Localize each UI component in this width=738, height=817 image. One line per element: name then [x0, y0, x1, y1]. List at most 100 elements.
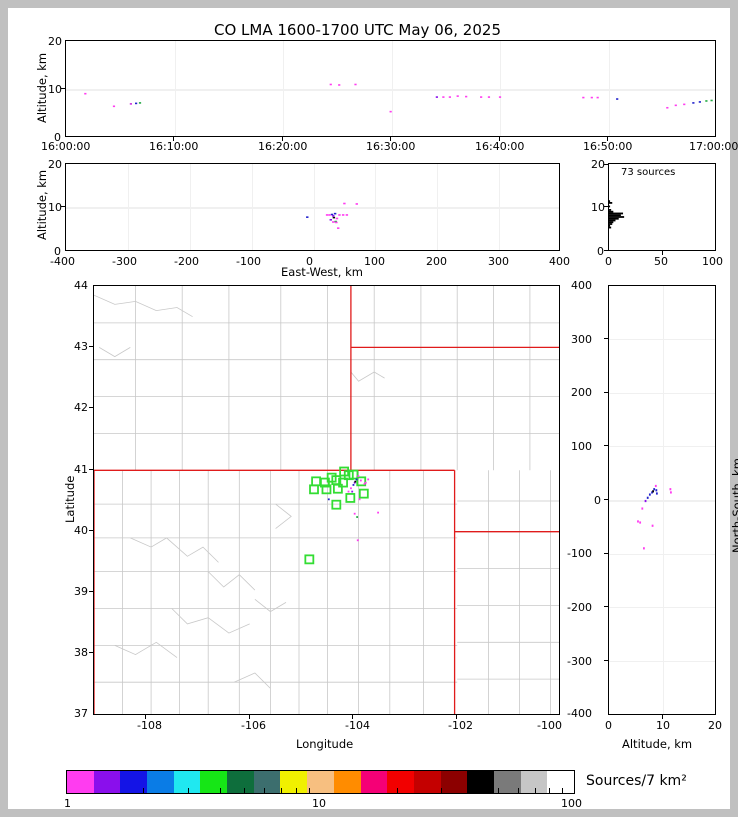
colorbar-minor-tick — [264, 788, 266, 793]
th-ytick-mark-10 — [61, 88, 65, 89]
map-ytick-39: 39 — [74, 585, 88, 598]
ns-xtick-10: 10 — [656, 719, 670, 732]
cbar-ticklabel-10: 10 — [312, 797, 326, 810]
ew-xtick-0: -400 — [50, 255, 75, 268]
colorbar-segment — [67, 771, 94, 793]
map-panel[interactable] — [93, 285, 560, 715]
cbar-label: Sources/7 km² — [586, 773, 687, 789]
ns-ytick-m200: -200 — [567, 601, 592, 614]
ns-ytick-mark-m200 — [604, 606, 608, 607]
hist-ytick-0: 0 — [597, 245, 604, 258]
ns-ytick-mark-200 — [604, 392, 608, 393]
th-xtick-5: 16:50:00 — [583, 140, 633, 153]
east-west-height-panel[interactable] — [65, 163, 560, 251]
ns-ylabel: North-South, km — [730, 458, 738, 553]
th-xtick-6: 17:00:00 — [689, 140, 738, 153]
colorbar-segment — [467, 771, 494, 793]
ns-gridline-100 — [609, 446, 715, 447]
ns-ytick-m400: -400 — [567, 707, 592, 720]
map-ytick-mark-42 — [89, 407, 93, 408]
th-ytick-10: 10 — [48, 83, 62, 96]
gridline-t3 — [391, 41, 393, 136]
ew-gridline-x5 — [375, 164, 377, 250]
ew-xtick-8: 400 — [549, 255, 570, 268]
th-xtick-0: 16:00:00 — [41, 140, 91, 153]
time-height-panel[interactable] — [65, 40, 716, 137]
th-xtick-mark-3 — [390, 137, 391, 141]
map-ytick-37: 37 — [74, 707, 88, 720]
colorbar-segment — [440, 771, 468, 793]
map-geography — [94, 286, 559, 714]
ew-gridline-x3 — [251, 164, 253, 250]
ew-gridline-x6 — [437, 164, 439, 250]
colorbar-minor-tick — [187, 788, 189, 793]
hist-ytick-mark-20 — [604, 164, 608, 165]
ns-ytick-0: 0 — [594, 494, 601, 507]
hist-xtick-mark-50 — [662, 251, 663, 255]
hist-ytick-mark-10 — [604, 206, 608, 207]
ew-ytick-0: 0 — [54, 245, 61, 258]
colorbar-segment — [547, 771, 574, 793]
colorbar-segment — [360, 771, 388, 793]
colorbar-segment — [307, 771, 334, 793]
colorbar-minor-tick — [517, 788, 519, 793]
ew-ytick-mark-10 — [61, 206, 65, 207]
hist-ytick-mark-0 — [604, 250, 608, 251]
colorbar-segment — [200, 771, 228, 793]
ns-xtick-20: 20 — [708, 719, 722, 732]
colorbar-segment — [413, 771, 441, 793]
density-colorbar[interactable] — [66, 770, 575, 794]
cbar-ticklabel-1: 1 — [64, 797, 71, 810]
ew-xtick-5: 100 — [364, 255, 385, 268]
colorbar-minor-tick — [497, 788, 499, 793]
gridline-t1 — [174, 41, 176, 136]
colorbar-minor-tick — [396, 788, 398, 793]
ns-ytick-200: 200 — [571, 386, 592, 399]
gridline-t2 — [283, 41, 284, 136]
map-xtick-mark-104 — [352, 715, 353, 719]
ns-gridline-x10 — [663, 286, 664, 714]
colorbar-segment — [147, 771, 174, 793]
hist-xtick-50: 50 — [654, 255, 668, 268]
ns-ytick-mark-0 — [604, 499, 608, 500]
colorbar-segment — [253, 771, 281, 793]
north-south-altitude-panel[interactable] — [608, 285, 716, 715]
north-south-altitude-scatter — [637, 484, 672, 550]
gridline-alt-10 — [66, 89, 715, 91]
lma-figure: CO LMA 1600-1700 UTC May 06, 2025 20 10 … — [8, 8, 738, 810]
map-xtick-102: -102 — [448, 719, 473, 732]
ns-gridline-200 — [609, 393, 715, 394]
colorbar-minor-tick — [143, 788, 145, 793]
gridline-t4 — [500, 41, 501, 136]
colorbar-minor-tick — [441, 788, 443, 793]
map-ytick-41: 41 — [74, 463, 88, 476]
th-ytick-0: 0 — [54, 131, 61, 144]
colorbar-segment — [120, 771, 148, 793]
ns-ytick-mark-m100 — [604, 553, 608, 554]
ns-ytick-400: 400 — [571, 279, 592, 292]
colorbar-minor-tick — [244, 788, 246, 793]
colorbar-segment — [93, 771, 121, 793]
altitude-histogram-panel[interactable]: 73 sources — [608, 163, 716, 251]
map-ytick-42: 42 — [74, 401, 88, 414]
ns-ytick-300: 300 — [571, 333, 592, 346]
ew-gridline-x4 — [313, 164, 315, 250]
map-xtick-100: -100 — [537, 719, 562, 732]
map-ytick-43: 43 — [74, 340, 88, 353]
ns-xlabel: Altitude, km — [622, 737, 693, 751]
ew-xlabel: East-West, km — [281, 265, 363, 279]
map-ytick-mark-41 — [89, 469, 93, 470]
colorbar-segment — [173, 771, 201, 793]
ns-gridline-m300 — [609, 661, 715, 662]
map-xtick-mark-102 — [456, 715, 457, 719]
ew-xtick-1: -300 — [112, 255, 137, 268]
th-ytick-20: 20 — [48, 35, 62, 48]
altitude-histogram-bars — [609, 200, 625, 229]
page-title: CO LMA 1600-1700 UTC May 06, 2025 — [214, 21, 501, 39]
colorbar-segment — [493, 771, 521, 793]
ns-xtick-0: 0 — [605, 719, 612, 732]
ns-ytick-m100: -100 — [567, 547, 592, 560]
cbar-ticklabel-100: 100 — [561, 797, 582, 810]
th-xtick-2: 16:20:00 — [258, 140, 308, 153]
th-xtick-4: 16:40:00 — [475, 140, 525, 153]
